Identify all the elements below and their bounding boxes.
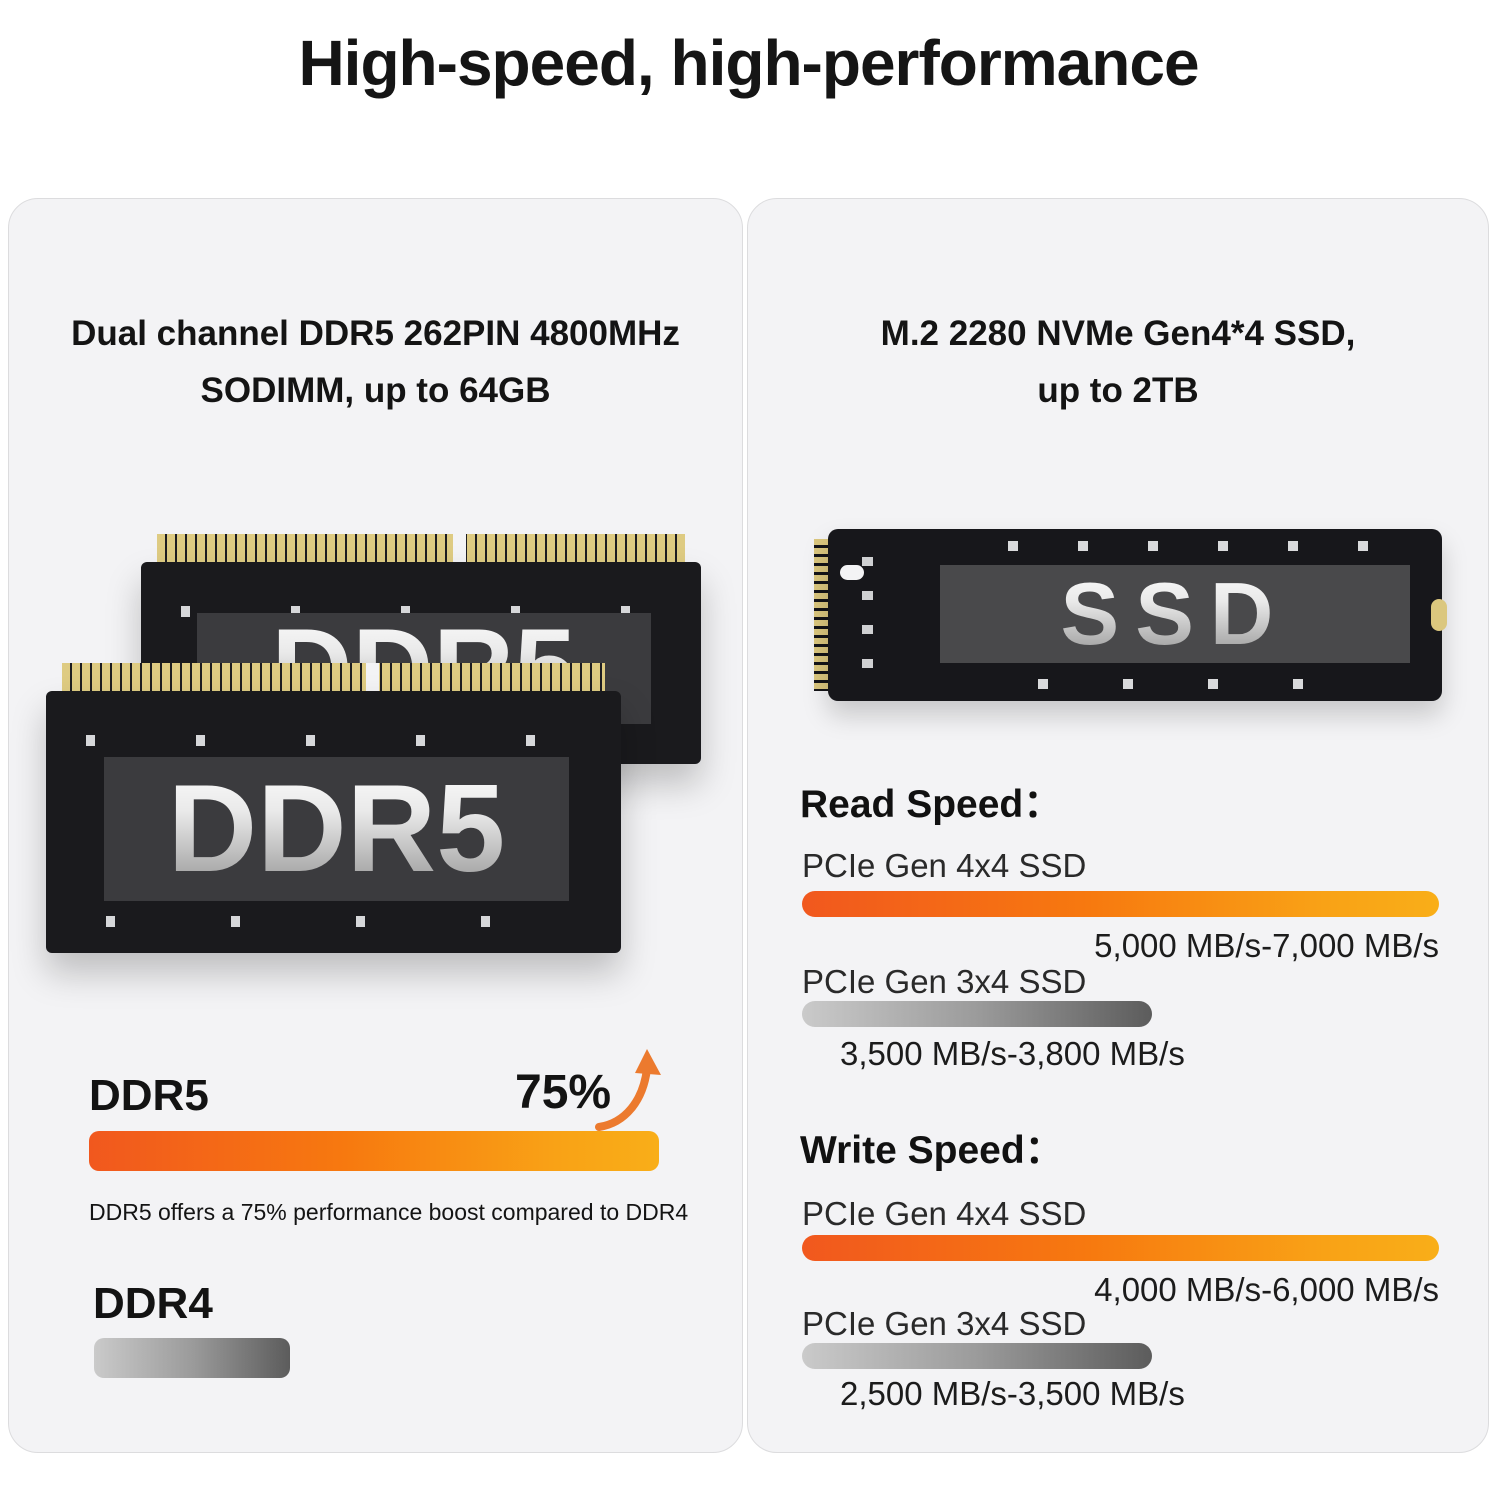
ram-panel: Dual channel DDR5 262PIN 4800MHz SODIMM,… — [8, 198, 743, 1453]
read-gen4-label: PCIe Gen 4x4 SSD — [802, 847, 1087, 884]
read-gen3-value: 3,500 MB/s-3,800 MB/s — [840, 1035, 1185, 1072]
ram-components — [86, 735, 581, 746]
ram-key-notch — [366, 663, 380, 693]
ram-module-front: DDR5 — [46, 663, 621, 953]
ddr4-label: DDR4 — [93, 1279, 213, 1328]
write-gen3-label: PCIe Gen 3x4 SSD — [802, 1305, 1087, 1342]
ram-components — [106, 916, 561, 927]
write-gen4-value: 4,000 MB/s-6,000 MB/s — [1094, 1271, 1439, 1308]
ddr5-label: DDR5 — [89, 1071, 209, 1120]
read-gen4-bar — [802, 891, 1439, 917]
page-title: High-speed, high-performance — [298, 27, 1199, 99]
ssd-chip-label: SSD — [940, 564, 1410, 663]
ssd-components — [1008, 541, 1402, 551]
ddr5-percent-value: 75% — [515, 1066, 612, 1119]
read-gen3-bar — [802, 1001, 1152, 1027]
ram-gold-pins — [62, 663, 605, 693]
write-gen3-value: 2,500 MB/s-3,500 MB/s — [840, 1375, 1185, 1412]
read-gen4-value: 5,000 MB/s-7,000 MB/s — [1094, 927, 1439, 964]
ddr5-performance-bar — [89, 1131, 659, 1171]
ddr5-caption: DDR5 offers a 75% performance boost comp… — [89, 1199, 689, 1225]
ssd-gold-pins — [814, 539, 831, 691]
ram-components — [181, 606, 661, 617]
ssd-heading-line2: up to 2TB — [1037, 371, 1199, 410]
ssd-module: SSD — [814, 529, 1447, 701]
write-gen3-bar — [802, 1343, 1152, 1369]
ram-pcb: DDR5 — [46, 691, 621, 953]
read-speed-title: Read Speed： — [800, 783, 1063, 826]
ssd-label-text: SSD — [1060, 564, 1290, 663]
ssd-right-gold-notch — [1431, 599, 1447, 631]
ssd-pcb: SSD — [828, 529, 1447, 701]
read-gen3-label: PCIe Gen 3x4 SSD — [802, 963, 1087, 1000]
ssd-heading-line1: M.2 2280 NVMe Gen4*4 SSD, — [880, 314, 1356, 353]
growth-arrow-icon — [595, 1049, 661, 1131]
ssd-mount-notch — [840, 565, 864, 580]
ram-chip-label: DDR5 — [103, 756, 570, 901]
write-speed-title: Write Speed： — [800, 1129, 1064, 1172]
ram-heading-line1: Dual channel DDR5 262PIN 4800MHz — [71, 314, 680, 353]
ssd-components — [862, 557, 873, 673]
ssd-panel-heading: M.2 2280 NVMe Gen4*4 SSD, up to 2TB — [748, 305, 1488, 419]
ram-key-notch — [452, 534, 466, 564]
ssd-components — [1038, 679, 1372, 689]
ssd-panel: M.2 2280 NVMe Gen4*4 SSD, up to 2TB SSD … — [747, 198, 1489, 1453]
ddr4-performance-bar — [94, 1338, 290, 1378]
ram-heading-line2: SODIMM, up to 64GB — [200, 371, 551, 410]
ram-panel-heading: Dual channel DDR5 262PIN 4800MHz SODIMM,… — [9, 305, 742, 419]
ram-label-text: DDR5 — [167, 759, 506, 898]
write-gen4-label: PCIe Gen 4x4 SSD — [802, 1195, 1087, 1232]
ram-gold-pins — [157, 534, 685, 564]
write-gen4-bar — [802, 1235, 1439, 1261]
